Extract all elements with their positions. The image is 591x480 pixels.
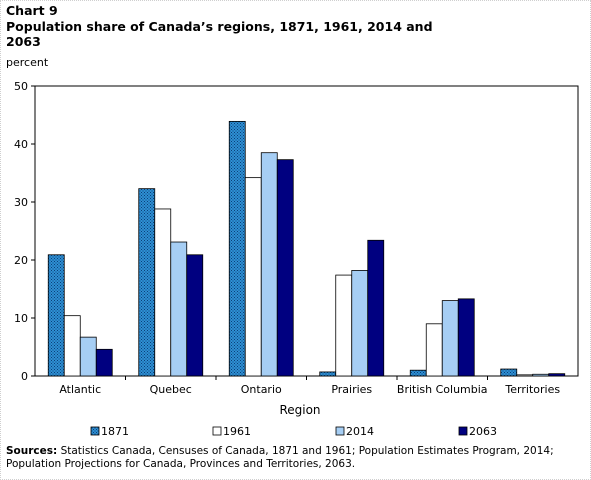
x-tick-label: British Columbia xyxy=(397,383,488,396)
x-tick-label: Ontario xyxy=(241,383,282,396)
bar-2063-territories xyxy=(548,373,566,377)
bar-2014-british-columbia xyxy=(441,300,459,377)
y-tick-label: 50 xyxy=(14,80,28,93)
bar-2063-ontario xyxy=(276,159,294,377)
bar-1871-atlantic xyxy=(47,254,65,377)
legend-swatch-1871 xyxy=(90,426,100,436)
legend-swatch-1961 xyxy=(212,426,222,436)
bar-2014-atlantic xyxy=(79,336,97,377)
sources-note: Sources: Statistics Canada, Censuses of … xyxy=(6,445,581,471)
bar-1961-prairies xyxy=(335,274,353,377)
legend-swatch-2063 xyxy=(458,426,468,436)
chart-number: Chart 9 xyxy=(6,3,58,18)
bar-2014-ontario xyxy=(260,152,278,377)
y-tick-label: 0 xyxy=(21,370,28,383)
bar-1871-ontario xyxy=(228,120,246,377)
bar-1961-atlantic xyxy=(63,315,81,377)
legend-label-2063: 2063 xyxy=(469,425,497,438)
bar-2014-prairies xyxy=(351,270,369,377)
bar-1871-territories xyxy=(500,368,518,377)
x-tick-label: Prairies xyxy=(331,383,372,396)
x-tick-label: Quebec xyxy=(150,383,192,396)
plot-area xyxy=(34,85,579,377)
legend-label-2014: 2014 xyxy=(346,425,374,438)
sources-text: Statistics Canada, Censuses of Canada, 1… xyxy=(6,445,554,470)
legend-label-1961: 1961 xyxy=(223,425,251,438)
y-tick-label: 40 xyxy=(14,138,28,151)
bar-chart: percent 0 10 20 30 40 50 Atlantic Quebec Ontari… xyxy=(6,56,579,438)
bar-1961-quebec xyxy=(154,208,172,377)
legend-swatch-2014 xyxy=(335,426,345,436)
bar-2014-territories xyxy=(532,373,550,377)
x-axis-label: Region xyxy=(279,403,320,417)
y-tick-label: 30 xyxy=(14,196,28,209)
sources-label: Sources: xyxy=(6,445,58,457)
x-tick-label: Atlantic xyxy=(59,383,101,396)
bar-1961-ontario xyxy=(244,177,262,377)
bar-1961-territories xyxy=(516,374,534,377)
y-tick-label: 10 xyxy=(14,312,28,325)
chart-title: Population share of Canada’s regions, 18… xyxy=(6,19,433,49)
bar-2063-quebec xyxy=(186,254,204,377)
bar-1871-quebec xyxy=(138,188,156,377)
bar-2063-british-columbia xyxy=(457,298,475,377)
y-axis-label: percent xyxy=(6,56,49,69)
bar-2014-quebec xyxy=(170,241,188,377)
bar-1961-british-columbia xyxy=(425,323,443,377)
bar-2063-prairies xyxy=(367,239,385,377)
bar-2063-atlantic xyxy=(95,348,113,377)
legend-label-1871: 1871 xyxy=(101,425,129,438)
bar-1871-prairies xyxy=(319,371,337,377)
bar-1871-british-columbia xyxy=(409,369,427,377)
x-tick-label: Territories xyxy=(504,383,560,396)
y-tick-label: 20 xyxy=(14,254,28,267)
